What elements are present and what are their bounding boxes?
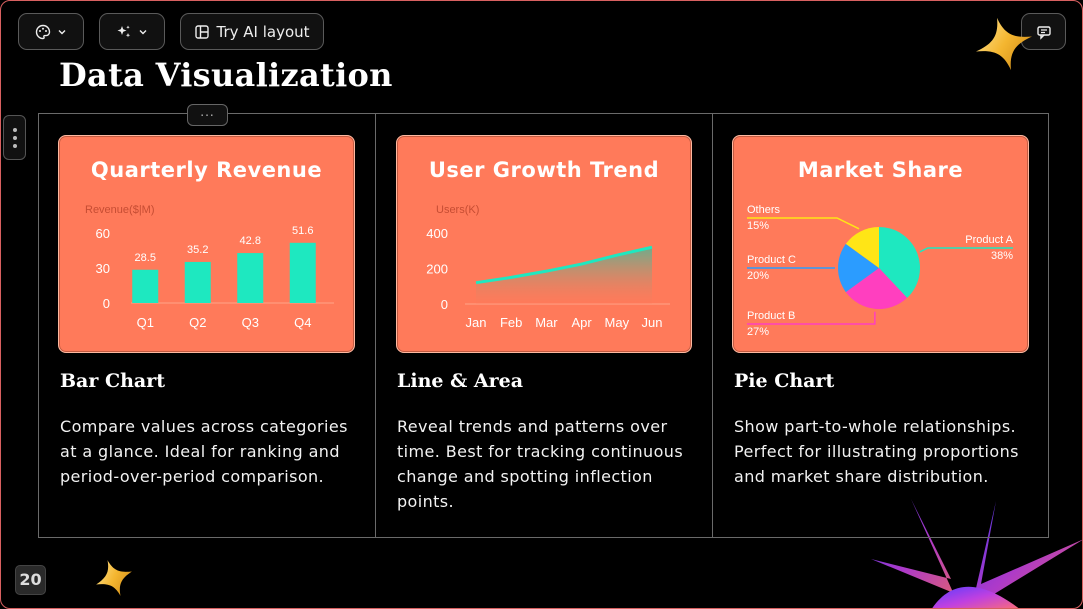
comment-icon — [1036, 24, 1052, 40]
page-number: 20 — [15, 565, 46, 595]
column-pie-chart[interactable]: Market Share Product A 38% Product B 27% Pro… — [713, 114, 1048, 537]
chart-card-line[interactable]: User Growth Trend Users(K) 0 200 400 Jan Feb… — [396, 135, 692, 353]
area-chart-ytick: 400 — [426, 226, 448, 241]
pie-chart-leader-line — [919, 247, 1013, 253]
pie-chart-leader-line — [747, 217, 860, 230]
area-chart-xtick: Mar — [535, 315, 558, 330]
bar-chart-xtick: Q1 — [137, 315, 154, 330]
purple-star-decoration — [871, 499, 1082, 608]
bar-chart-bar — [132, 269, 159, 303]
pie-chart-slice — [838, 243, 879, 293]
bar-chart-xtick: Q2 — [189, 315, 206, 330]
area-chart-xtick: Jun — [642, 315, 663, 330]
theme-dropdown-button[interactable] — [18, 13, 84, 50]
try-ai-layout-button[interactable]: Try AI layout — [180, 13, 324, 50]
chart-card-title: Market Share — [797, 158, 964, 182]
pie-chart-label: Product C — [747, 254, 796, 266]
pie-chart-value-label: 38% — [991, 250, 1013, 262]
magic-dropdown-button[interactable] — [99, 13, 165, 50]
pie-chart-value-label: 27% — [747, 326, 769, 338]
area-chart-xtick: Jan — [466, 315, 487, 330]
pie-chart-label: Product A — [965, 234, 1013, 246]
pie-chart-leader-line — [747, 311, 876, 325]
column-line-chart[interactable]: User Growth Trend Users(K) 0 200 400 Jan Feb… — [376, 114, 713, 537]
bar-chart-bar — [289, 242, 316, 303]
area-chart-fill — [476, 247, 652, 304]
column-heading[interactable]: Pie Chart — [734, 370, 835, 392]
comment-button[interactable] — [1021, 13, 1066, 50]
bar-chart-ytick: 0 — [103, 296, 110, 311]
pie-chart-label: Product B — [747, 310, 795, 322]
bar-chart-data-label: 42.8 — [240, 235, 261, 247]
column-bar-chart[interactable]: Quarterly Revenue Revenue($|M) 0 30 60 28.5… — [39, 114, 376, 537]
bar-chart-ytick: 30 — [96, 261, 110, 276]
column-description[interactable]: Show part-to-whole relationships. Perfec… — [734, 417, 1019, 486]
chart-card-title: Quarterly Revenue — [90, 158, 323, 182]
chevron-down-icon — [57, 27, 67, 37]
row-drag-handle[interactable] — [3, 115, 26, 160]
column-description[interactable]: Compare values across categories at a gl… — [60, 417, 348, 486]
area-chart-ytick: 200 — [426, 262, 448, 277]
pie-chart-slice — [845, 268, 908, 309]
pie-chart-slice — [879, 227, 920, 298]
chart-card-title: User Growth Trend — [428, 158, 660, 182]
pie-chart-label: Others — [747, 204, 781, 216]
bar-chart-xtick: Q3 — [242, 315, 259, 330]
chart-card-bar[interactable]: Quarterly Revenue Revenue($|M) 0 30 60 28.5… — [58, 135, 355, 353]
pie-chart-value-label: 15% — [747, 220, 769, 232]
gold-star-decoration-small — [96, 560, 132, 596]
gold-star-decoration — [975, 17, 1033, 71]
bar-chart-bar — [184, 261, 211, 303]
area-chart: Users(K) 0 200 400 Jan Feb Mar Apr May Jun — [426, 204, 670, 330]
try-ai-layout-label: Try AI layout — [216, 22, 310, 41]
pie-chart: Product A 38% Product B 27% Product C 20% Othe… — [747, 204, 1014, 338]
bar-chart-xtick: Q4 — [294, 315, 311, 330]
columns-panel[interactable]: Quarterly Revenue Revenue($|M) 0 30 60 28.5… — [38, 113, 1049, 538]
pie-chart-value-label: 20% — [747, 270, 769, 282]
area-chart-ytick: 0 — [441, 297, 448, 312]
bar-chart-data-label: 28.5 — [135, 252, 156, 264]
chevron-down-icon — [138, 27, 148, 37]
sparkles-icon — [116, 24, 132, 40]
layout-icon — [194, 24, 210, 40]
bar-chart-data-label: 51.6 — [292, 225, 313, 237]
slide-title[interactable]: Data Visualization — [59, 56, 393, 94]
area-chart-xtick: Apr — [571, 315, 592, 330]
column-description[interactable]: Reveal trends and patterns over time. Be… — [397, 417, 684, 511]
area-chart-xtick: May — [605, 315, 630, 330]
area-chart-ylabel: Users(K) — [436, 204, 479, 216]
column-heading[interactable]: Bar Chart — [60, 370, 166, 392]
bar-chart-ylabel: Revenue($|M) — [85, 204, 155, 216]
area-chart-line — [475, 245, 653, 285]
block-drag-handle[interactable]: ... — [187, 104, 228, 126]
bar-chart: Revenue($|M) 0 30 60 28.5 Q1 35.2 Q2 42.8 Q3 51.6… — [85, 204, 334, 330]
chart-card-pie[interactable]: Market Share Product A 38% Product B 27% Pro… — [732, 135, 1029, 353]
bar-chart-data-label: 35.2 — [187, 244, 208, 256]
column-heading[interactable]: Line & Area — [397, 370, 524, 392]
area-chart-xtick: Feb — [500, 315, 522, 330]
palette-icon — [35, 24, 51, 40]
bar-chart-ytick: 60 — [96, 226, 110, 241]
bar-chart-bar — [237, 253, 264, 303]
pie-chart-slice — [845, 227, 879, 268]
